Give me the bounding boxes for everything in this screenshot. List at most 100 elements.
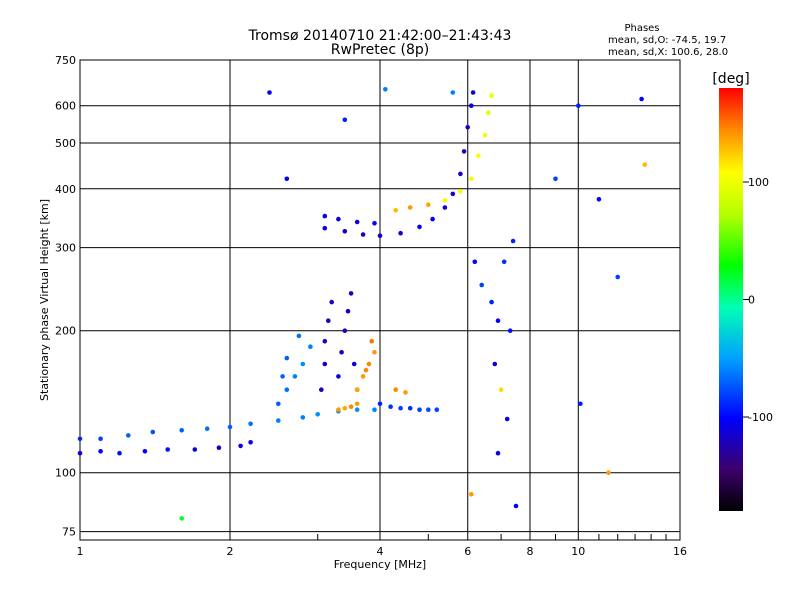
y-tick-label: 500: [55, 137, 76, 150]
echo-point: [248, 440, 253, 445]
echo-point: [354, 401, 360, 407]
echo-point: [492, 361, 498, 367]
y-tick-label: 750: [55, 54, 76, 67]
echo-point: [117, 450, 122, 456]
echo-point: [507, 328, 513, 334]
echo-point: [284, 355, 290, 361]
echo-point: [465, 125, 471, 130]
y-tick-label: 400: [55, 183, 76, 196]
x-tick-label: 10: [571, 545, 585, 558]
echo-point: [388, 404, 393, 410]
echo-point: [642, 162, 648, 167]
echo-point: [77, 450, 83, 456]
echo-point: [469, 103, 474, 108]
echo-point: [292, 374, 298, 379]
echo-point: [342, 328, 348, 334]
echo-point: [458, 171, 463, 177]
colorbar: [719, 88, 743, 511]
echo-point: [284, 387, 290, 393]
echo-point: [372, 407, 377, 413]
y-axis-label: Stationary phase Virtual Height [km]: [38, 199, 51, 401]
echo-point: [339, 350, 344, 355]
echo-point: [372, 350, 377, 355]
echo-point: [342, 405, 348, 411]
echo-point: [276, 401, 281, 407]
echo-point: [98, 449, 103, 454]
echo-point: [470, 90, 476, 95]
echo-point: [179, 516, 184, 521]
echo-point: [300, 415, 306, 420]
echo-point: [513, 503, 519, 509]
colorbar-ticks: 100 0 -100: [743, 176, 773, 424]
echo-point: [486, 110, 491, 115]
echo-point: [417, 224, 422, 230]
y-tick-label: 300: [55, 242, 76, 255]
echo-point: [150, 429, 156, 435]
y-axis-ticks: 75 100 200 300 400 500 600 750: [55, 54, 76, 539]
echo-point: [504, 416, 510, 422]
echo-point: [322, 361, 328, 367]
echo-point: [495, 450, 501, 456]
echo-point: [501, 259, 507, 265]
x-tick-label: 2: [227, 545, 234, 558]
echo-point: [192, 447, 198, 452]
echo-point: [342, 117, 348, 123]
echo-point: [354, 219, 360, 225]
echo-point: [426, 407, 431, 413]
echo-point: [360, 232, 366, 237]
echo-point: [498, 387, 504, 393]
echo-point: [510, 238, 516, 244]
echo-point: [216, 445, 222, 451]
echo-point: [407, 405, 413, 411]
echo-point: [142, 449, 148, 454]
echo-point: [403, 390, 408, 395]
echo-point: [482, 132, 488, 138]
echo-point: [284, 176, 290, 182]
echo-point: [351, 361, 357, 367]
echo-point: [469, 176, 474, 182]
colorbar-tick-label: 0: [748, 294, 755, 307]
echo-point: [442, 205, 448, 210]
echo-point: [363, 367, 369, 373]
x-tick-label: 6: [464, 545, 471, 558]
echo-point: [489, 93, 494, 98]
grid-lines: [80, 60, 680, 540]
y-tick-label: 100: [55, 467, 76, 480]
echo-point: [553, 176, 558, 182]
echo-point: [165, 447, 170, 452]
echo-point: [126, 433, 131, 438]
echo-point: [360, 374, 366, 379]
chart-title: Tromsø 20140710 21:42:00–21:43:43: [248, 28, 512, 44]
x-axis-ticks: 1 2 4 6 8 10 16: [77, 534, 687, 558]
echo-point: [336, 374, 341, 379]
colorbar-label: [deg]: [712, 71, 749, 87]
echo-point: [434, 407, 440, 413]
x-tick-label: 4: [377, 545, 384, 558]
echo-point: [280, 374, 285, 379]
echo-point: [326, 318, 331, 324]
echo-point: [345, 308, 351, 314]
echo-point: [596, 197, 602, 202]
echo-point: [308, 344, 313, 350]
echo-point: [369, 338, 375, 344]
echo-point: [469, 492, 474, 497]
echo-point: [322, 338, 328, 344]
echo-point: [315, 412, 321, 417]
echo-point: [227, 424, 233, 430]
echo-point: [322, 225, 328, 231]
echo-point: [329, 299, 335, 305]
echo-point: [489, 299, 494, 305]
legend-entry-x: mean, sd,X: 100.6, 28.0: [608, 47, 728, 58]
echo-point: [204, 426, 210, 432]
echo-point: [296, 333, 302, 339]
x-tick-label: 16: [673, 545, 687, 558]
echo-point: [606, 470, 611, 476]
echo-point: [383, 87, 388, 92]
echo-point: [336, 407, 341, 413]
echo-point: [426, 202, 431, 207]
echo-point: [450, 90, 456, 95]
echo-point: [354, 387, 360, 393]
echo-point: [319, 387, 324, 393]
echo-point: [354, 407, 360, 413]
echo-point: [372, 221, 377, 226]
